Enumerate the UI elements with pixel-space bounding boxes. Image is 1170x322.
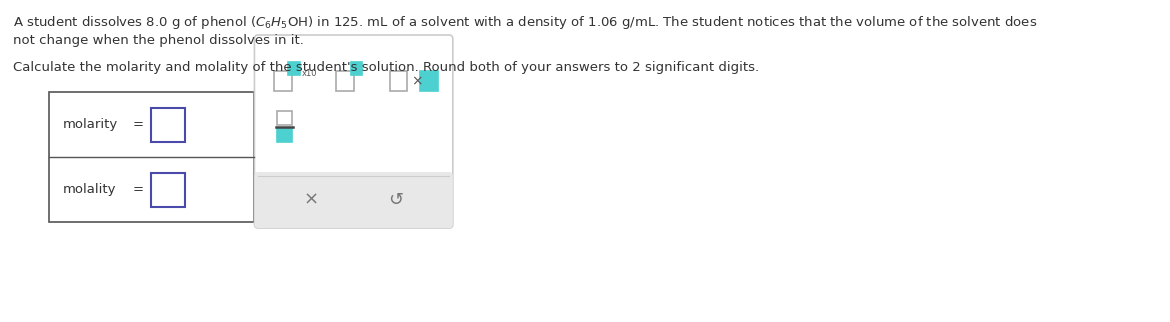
Bar [151,108,185,141]
Text: molarity: molarity [62,118,117,131]
Text: ×: × [304,191,319,209]
Bar [336,71,355,91]
Bar [420,71,438,91]
Text: =: = [132,118,144,131]
Text: ↺: ↺ [388,191,404,209]
Bar [151,173,185,206]
Text: =: = [132,183,144,196]
Text: Calculate the molarity and molality of the student's solution. Round both of you: Calculate the molarity and molality of t… [13,61,759,74]
Bar [390,71,407,91]
Text: A student dissolves 8.0 g of phenol $(C_6H_5\mathrm{OH})$ in 125. mL of a solven: A student dissolves 8.0 g of phenol $(C_… [13,14,1038,31]
Bar [274,71,291,91]
FancyBboxPatch shape [254,35,453,228]
FancyBboxPatch shape [254,172,453,228]
Bar [277,128,292,142]
Bar [49,92,254,222]
Bar [351,62,362,75]
Text: not change when the phenol dissolves in it.: not change when the phenol dissolves in … [13,34,304,47]
Text: x10: x10 [302,69,317,78]
Bar [288,62,300,75]
Bar [277,111,292,125]
Text: molality: molality [62,183,116,196]
Text: ×: × [411,74,422,88]
